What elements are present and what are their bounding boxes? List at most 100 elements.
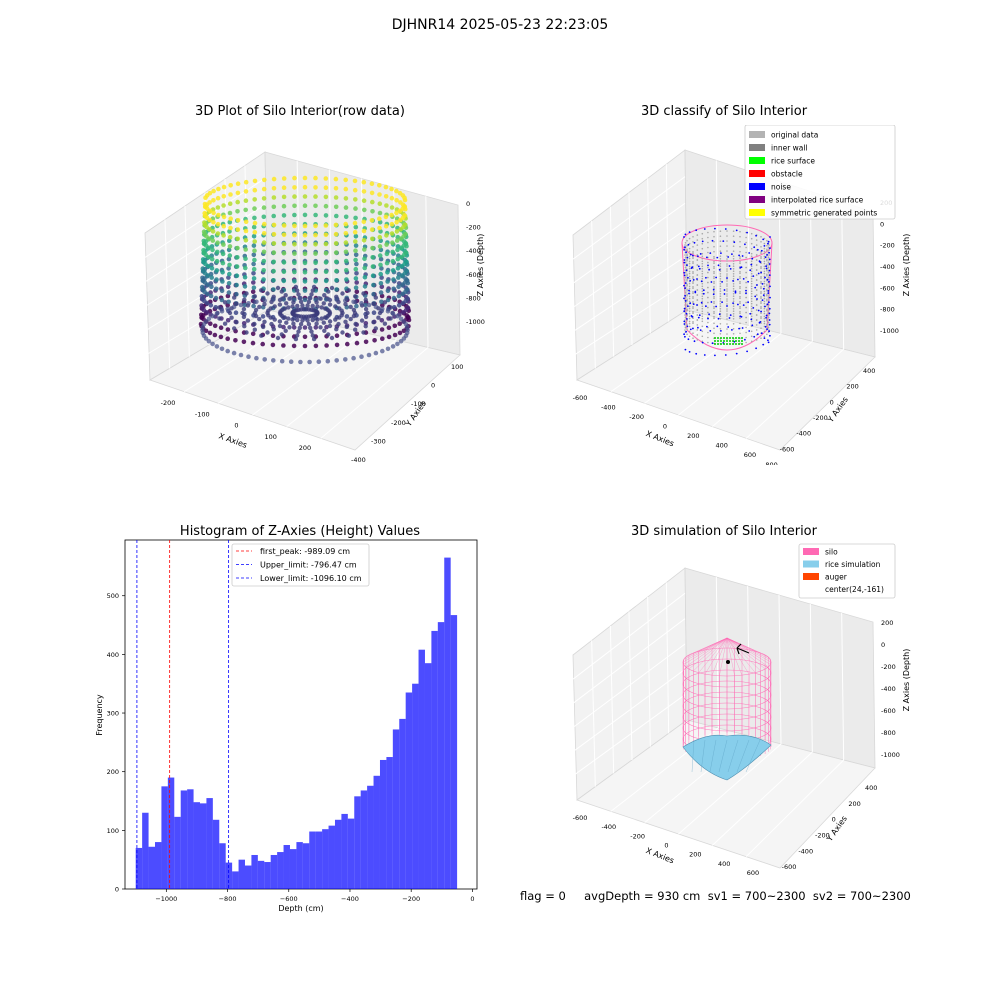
data-point xyxy=(384,233,389,238)
grid-line xyxy=(572,618,686,704)
inner-wall-point xyxy=(686,273,688,276)
inner-wall-point xyxy=(696,289,699,291)
histogram-bar xyxy=(296,842,303,889)
inner-wall-point xyxy=(692,317,694,319)
noise-point xyxy=(767,240,770,243)
data-point xyxy=(323,176,329,181)
rice-surface-point xyxy=(735,343,737,345)
data-point xyxy=(305,303,310,308)
histogram-bar xyxy=(399,718,406,889)
inner-wall-point xyxy=(684,317,687,319)
inner-wall-point xyxy=(739,300,741,303)
data-point xyxy=(310,288,315,293)
grid-line xyxy=(665,582,670,734)
inner-wall-point xyxy=(726,235,728,237)
data-point xyxy=(252,321,257,327)
data-point xyxy=(392,305,397,310)
noise-point xyxy=(762,287,765,290)
noise-point xyxy=(747,280,749,283)
noise-point xyxy=(692,279,695,281)
data-point xyxy=(292,279,297,284)
histogram-bar xyxy=(347,818,355,889)
noise-point xyxy=(755,347,757,350)
silo-wire xyxy=(704,637,728,675)
inner-wall-point xyxy=(766,333,768,336)
inner-wall-point xyxy=(739,310,741,313)
data-point xyxy=(271,241,277,246)
noise-point xyxy=(769,236,771,238)
rice-surface-point xyxy=(729,340,731,342)
histogram-bar xyxy=(174,816,181,889)
data-point xyxy=(359,354,364,359)
y-tick-label: -800 xyxy=(763,461,778,465)
data-point xyxy=(382,321,388,326)
inner-wall-point xyxy=(763,270,766,273)
data-point xyxy=(353,266,359,272)
noise-point xyxy=(708,313,710,316)
inner-wall-point xyxy=(739,285,741,288)
data-point xyxy=(311,336,317,342)
inner-wall-point xyxy=(750,272,753,275)
data-point xyxy=(308,325,313,331)
noise-point xyxy=(768,274,771,277)
grid-line xyxy=(711,751,813,846)
data-point xyxy=(228,192,233,197)
inner-wall-point xyxy=(707,281,709,284)
data-point xyxy=(290,317,295,322)
data-point xyxy=(362,247,367,252)
data-point xyxy=(250,340,256,346)
inner-wall-point xyxy=(701,300,704,303)
inner-wall-point xyxy=(766,283,768,286)
inner-wall-point xyxy=(692,276,694,278)
inner-wall-point xyxy=(713,257,715,260)
data-point xyxy=(252,215,257,221)
data-point xyxy=(377,234,383,240)
data-point xyxy=(221,233,226,238)
inner-wall-point xyxy=(701,260,704,263)
data-point xyxy=(398,227,404,232)
noise-point xyxy=(706,325,708,328)
rice-surface-point xyxy=(723,343,725,345)
inner-wall-point xyxy=(686,323,688,326)
data-point xyxy=(291,300,296,305)
data-point xyxy=(298,359,303,365)
inner-wall-point xyxy=(750,305,753,308)
inner-wall-point xyxy=(719,288,722,290)
data-point xyxy=(353,215,358,221)
inner-wall-point xyxy=(739,250,741,253)
auger-arrow xyxy=(736,643,750,655)
inner-wall-point xyxy=(686,298,688,301)
inner-wall-point xyxy=(768,254,770,256)
z-tick-label: -1000 xyxy=(466,318,485,326)
data-point xyxy=(209,256,215,262)
data-point xyxy=(384,203,389,208)
data-point xyxy=(215,195,221,201)
histogram-bar xyxy=(264,862,271,889)
data-point xyxy=(343,205,349,210)
data-point xyxy=(353,257,358,263)
noise-point xyxy=(687,338,690,341)
data-point xyxy=(302,251,308,256)
data-point xyxy=(241,314,247,320)
noise-point xyxy=(697,316,700,319)
x-tick-label: 600 xyxy=(744,451,756,459)
data-point xyxy=(394,198,399,203)
legend-label: inner wall xyxy=(771,144,808,153)
inner-wall-point xyxy=(739,280,741,283)
inner-wall-point xyxy=(688,305,691,308)
noise-point xyxy=(767,290,770,292)
inner-wall-point xyxy=(750,282,753,285)
silo-wire xyxy=(726,637,771,660)
data-point xyxy=(262,177,267,183)
axes-box xyxy=(572,567,876,869)
noise-point xyxy=(710,281,713,283)
inner-wall-point xyxy=(768,299,770,301)
inner-wall-point xyxy=(745,281,747,284)
data-point xyxy=(313,251,318,256)
noise-point xyxy=(688,351,691,353)
data-point xyxy=(257,316,262,322)
grid-line xyxy=(841,612,845,761)
data-point xyxy=(369,190,375,196)
inner-wall-point xyxy=(684,254,686,256)
histogram-bar xyxy=(199,803,207,889)
